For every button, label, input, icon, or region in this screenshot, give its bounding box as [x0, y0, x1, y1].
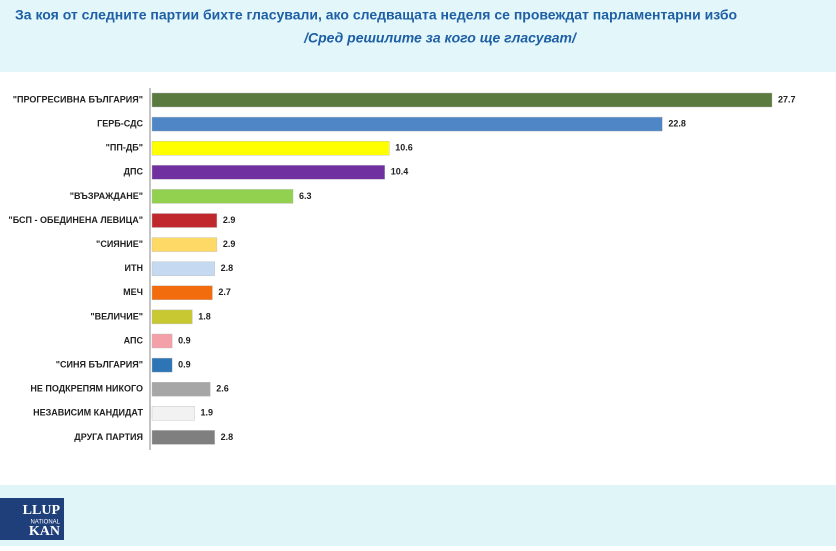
chart-title: За коя от следните партии бихте гласувал… [15, 7, 737, 23]
data-label: 2.6 [216, 384, 229, 394]
category-label: ГЕРБ-СДС [97, 118, 143, 128]
bar [151, 92, 773, 108]
data-label: 1.9 [201, 408, 214, 418]
category-label: НЕЗАВИСИМ КАНДИДАТ [33, 408, 143, 418]
data-label: 2.9 [223, 239, 236, 249]
category-label: "СИЯНИЕ" [96, 239, 143, 249]
data-label: 0.9 [178, 359, 191, 369]
category-label: "ВЪЗРАЖДАНЕ" [70, 191, 143, 201]
data-label: 22.8 [668, 118, 686, 128]
data-label: 10.4 [391, 167, 409, 177]
bar [151, 382, 211, 397]
bar [151, 213, 218, 228]
plot-background [0, 72, 836, 485]
category-label: "ВЕЛИЧИЕ" [90, 311, 143, 321]
category-label: "ПП-ДБ" [106, 143, 143, 153]
data-label: 6.3 [299, 191, 312, 201]
bar [151, 406, 195, 421]
bar [151, 333, 173, 349]
bar [151, 430, 215, 445]
chart-subtitle: /Сред решилите за кого ще гласуват/ [303, 30, 578, 46]
category-label: МЕЧ [123, 287, 143, 297]
footer-band [0, 485, 836, 546]
data-label: 1.8 [198, 311, 211, 321]
bar [151, 116, 663, 132]
bar [151, 285, 213, 300]
logo-text: LLUP [23, 503, 61, 518]
category-label: АПС [124, 335, 144, 345]
bar [151, 237, 218, 252]
data-label: 2.9 [223, 215, 236, 225]
bar [151, 140, 390, 156]
data-label: 10.6 [395, 143, 413, 153]
data-label: 2.8 [221, 432, 234, 442]
logo-text: KAN [29, 524, 60, 539]
logo-box [0, 498, 64, 540]
header-band [0, 0, 836, 72]
bar [151, 309, 193, 325]
category-label: ИТН [125, 263, 143, 273]
bar [151, 261, 215, 276]
logo: LLUP NATIONAL KAN [0, 498, 64, 540]
data-label: 27.7 [778, 94, 796, 104]
category-label: НЕ ПОДКРЕПЯМ НИКОГО [30, 384, 143, 394]
category-label: "БСП - ОБЕДИНЕНА ЛЕВИЦА" [8, 215, 143, 225]
category-label: "СИНЯ БЪЛГАРИЯ" [56, 359, 143, 369]
bar [151, 165, 385, 180]
category-label: ДПС [124, 167, 144, 177]
category-label: ДРУГА ПАРТИЯ [74, 432, 143, 442]
data-label: 2.8 [221, 263, 234, 273]
bar [151, 189, 294, 204]
data-label: 2.7 [218, 287, 231, 297]
bar [151, 357, 173, 373]
logo-text: NATIONAL [30, 520, 60, 526]
category-label: "ПРОГРЕСИВНА БЪЛГАРИЯ" [13, 94, 143, 104]
data-label: 0.9 [178, 335, 191, 345]
